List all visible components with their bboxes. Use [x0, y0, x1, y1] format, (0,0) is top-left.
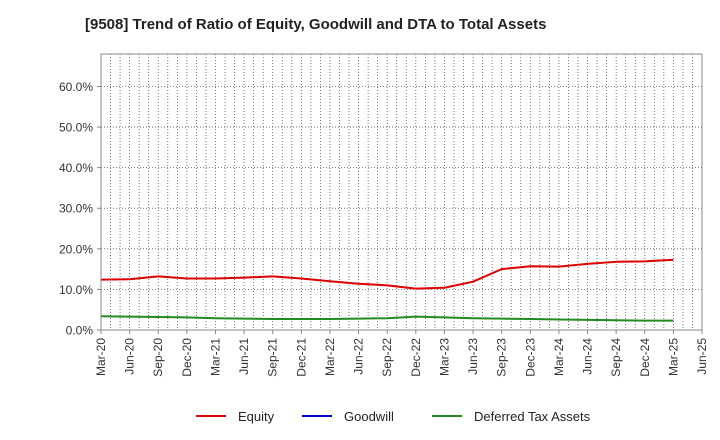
- x-tick-label: Sep-20: [151, 338, 165, 377]
- legend-label: Equity: [238, 408, 275, 424]
- x-tick-label: Jun-22: [352, 338, 366, 375]
- x-tick-label: Dec-23: [523, 338, 537, 377]
- y-tick-label: 40.0%: [59, 161, 93, 175]
- y-tick-labels: 0.0% 10.0% 20.0% 30.0% 40.0% 50.0% 60.0%: [59, 80, 93, 338]
- legend-label: Goodwill: [344, 408, 394, 424]
- x-tick-labels: Mar-20 Jun-20 Sep-20 Dec-20 Mar-21 Jun-21 Sep-…: [94, 338, 709, 377]
- x-tick-label: Dec-24: [638, 338, 652, 377]
- plot-background: [101, 54, 702, 330]
- series-line-equity: [100, 258, 674, 290]
- x-tick-label: Jun-20: [123, 338, 137, 375]
- x-tick-label: Jun-25: [695, 338, 709, 375]
- y-tick-label: 20.0%: [59, 242, 93, 256]
- series-lines: [100, 258, 674, 322]
- chart-title: [9508] Trend of Ratio of Equity, Goodwil…: [85, 16, 547, 33]
- y-tick-label: 0.0%: [66, 324, 94, 338]
- x-tick-label: Sep-24: [609, 338, 623, 377]
- legend-item-goodwill: Goodwill: [302, 406, 394, 426]
- legend-swatch: [302, 415, 332, 417]
- x-tick-label: Mar-25: [666, 338, 680, 376]
- x-tick-label: Sep-21: [266, 338, 280, 377]
- x-tick-label: Jun-24: [581, 338, 595, 375]
- y-tick-label: 60.0%: [59, 80, 93, 94]
- x-tick-label: Mar-23: [437, 338, 451, 376]
- x-tick-label: Sep-22: [380, 338, 394, 377]
- legend-label: Deferred Tax Assets: [474, 408, 591, 424]
- legend: Equity Goodwill Deferred Tax Assets: [0, 406, 720, 426]
- x-tick-label: Dec-20: [180, 338, 194, 377]
- x-tick-label: Mar-20: [94, 338, 108, 376]
- x-tick-label: Mar-21: [208, 338, 222, 376]
- legend-swatch: [432, 415, 462, 417]
- y-tick-label: 30.0%: [59, 202, 93, 216]
- plot-area: [101, 54, 702, 330]
- gridlines: [101, 54, 702, 330]
- legend-item-equity: Equity: [196, 406, 274, 426]
- plot-frame: [100, 53, 703, 331]
- legend-item-deferred-tax-assets: Deferred Tax Assets: [432, 406, 590, 426]
- y-tick-label: 50.0%: [59, 121, 93, 135]
- x-tick-label: Jun-21: [237, 338, 251, 375]
- x-tick-label: Mar-24: [552, 338, 566, 376]
- x-tick-label: Mar-22: [323, 338, 337, 376]
- x-tick-label: Dec-21: [294, 338, 308, 377]
- x-tick-label: Sep-23: [495, 338, 509, 377]
- x-tick-label: Dec-22: [409, 338, 423, 377]
- legend-swatch: [196, 415, 226, 417]
- axes: [97, 53, 703, 334]
- y-tick-label: 10.0%: [59, 283, 93, 297]
- series-line-deferred-tax-assets: [100, 315, 674, 322]
- x-tick-label: Jun-23: [466, 338, 480, 375]
